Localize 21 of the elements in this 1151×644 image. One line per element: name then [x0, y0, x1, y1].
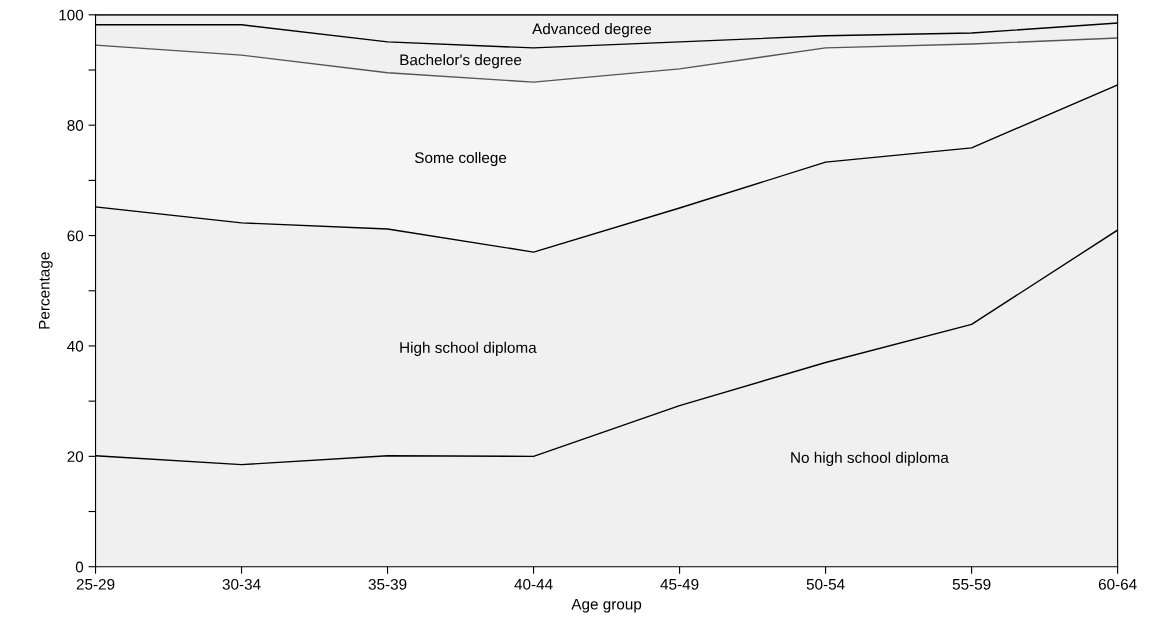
- y-tick-label: 0: [75, 561, 84, 573]
- series-label: Advanced degree: [532, 23, 652, 38]
- x-tick-label: 50-54: [806, 578, 845, 590]
- y-tick-label: 40: [67, 340, 84, 352]
- series-label: High school diploma: [400, 341, 537, 357]
- series-label: No high school diploma: [791, 451, 949, 467]
- x-tick-label: 25-29: [76, 578, 115, 590]
- x-tick-label: 55-59: [952, 578, 991, 590]
- y-tick-label: 100: [59, 9, 84, 21]
- series-label: Bachelor's degree: [400, 54, 522, 69]
- series-label: Some college: [414, 151, 507, 167]
- x-tick-label: 60-64: [1098, 578, 1137, 590]
- x-tick-label: 40-44: [514, 578, 553, 590]
- x-axis-title: Age group: [571, 598, 642, 613]
- y-axis-title: Percentage: [39, 252, 53, 329]
- y-tick-label: 80: [67, 120, 84, 131]
- x-tick-label: 45-49: [660, 578, 699, 590]
- y-tick-label: 60: [67, 230, 84, 242]
- y-tick-label: 20: [67, 451, 84, 463]
- x-tick-label: 35-39: [368, 578, 407, 590]
- x-tick-label: 30-34: [222, 578, 261, 590]
